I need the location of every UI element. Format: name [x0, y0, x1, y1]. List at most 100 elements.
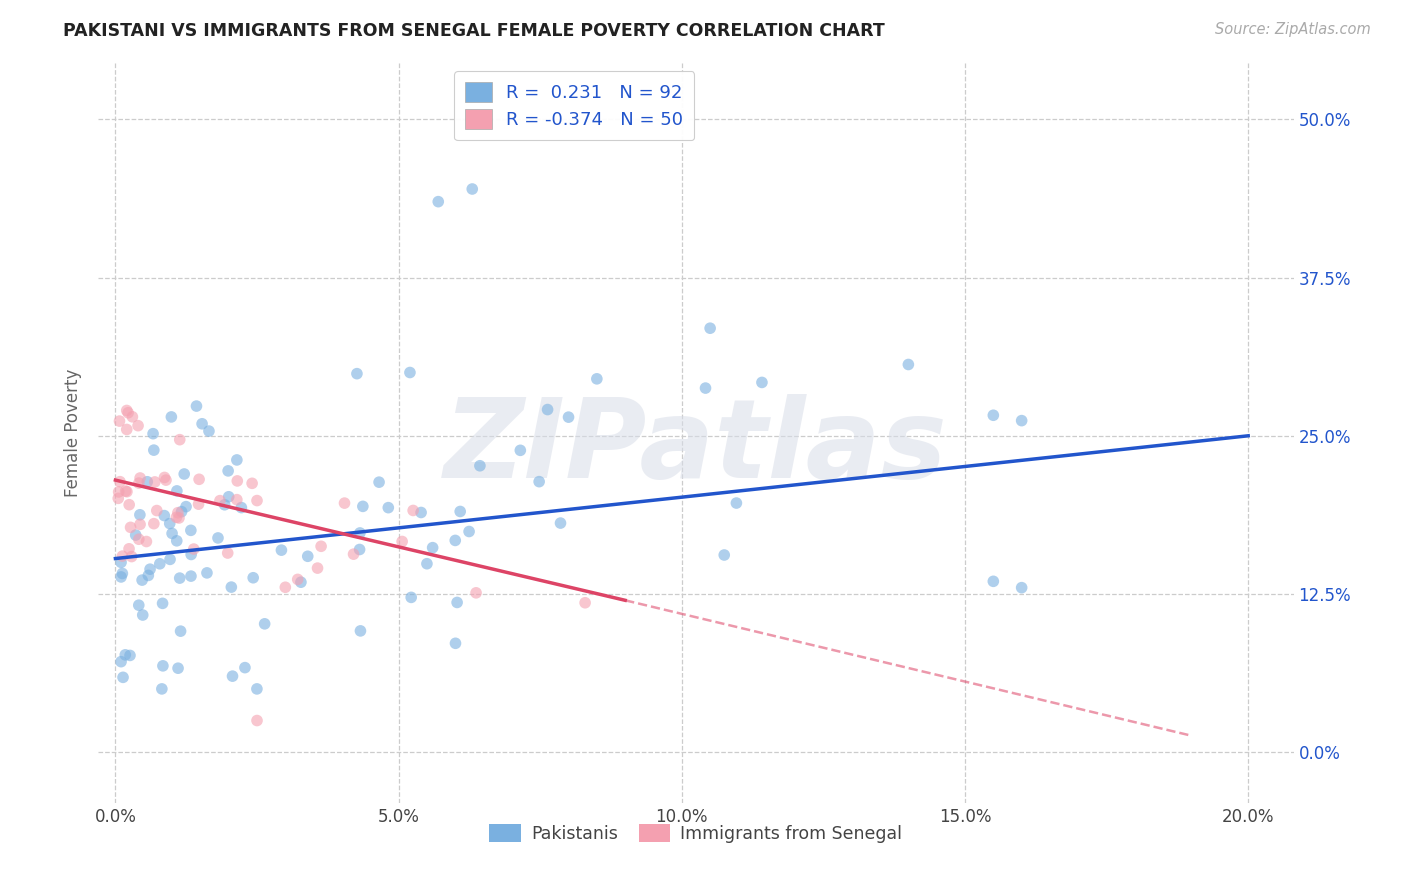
Point	[128, 508, 150, 522]
Point	[416, 557, 439, 571]
Point	[138, 568, 160, 582]
Point	[110, 655, 132, 669]
Point	[159, 552, 181, 566]
Point	[461, 182, 484, 196]
Point	[399, 591, 422, 605]
Text: PAKISTANI VS IMMIGRANTS FROM SENEGAL FEMALE POVERTY CORRELATION CHART: PAKISTANI VS IMMIGRANTS FROM SENEGAL FEM…	[63, 22, 884, 40]
Point	[142, 516, 165, 531]
Point	[221, 580, 243, 594]
Point	[129, 471, 152, 485]
Point	[399, 366, 422, 380]
Point	[349, 624, 371, 638]
Point	[458, 524, 481, 539]
Point	[346, 367, 368, 381]
Point	[195, 566, 218, 580]
Point	[233, 660, 256, 674]
Point	[167, 661, 190, 675]
Point	[191, 417, 214, 431]
Point	[225, 453, 247, 467]
Point	[114, 648, 136, 662]
Point	[132, 607, 155, 622]
Point	[180, 524, 202, 538]
Point	[121, 549, 143, 564]
Point	[159, 516, 181, 531]
Point	[221, 669, 243, 683]
Point	[128, 533, 150, 547]
Point	[427, 194, 450, 209]
Point	[114, 484, 136, 499]
Point	[165, 510, 187, 524]
Point	[152, 658, 174, 673]
Point	[115, 422, 138, 436]
Point	[183, 542, 205, 557]
Point	[214, 498, 236, 512]
Point	[118, 498, 141, 512]
Point	[125, 528, 148, 542]
Point	[309, 539, 332, 553]
Point	[699, 321, 721, 335]
Point	[120, 520, 142, 534]
Point	[446, 595, 468, 609]
Point	[253, 616, 276, 631]
Point	[180, 548, 202, 562]
Point	[444, 533, 467, 548]
Point	[981, 409, 1004, 423]
Point	[527, 475, 550, 489]
Point	[129, 517, 152, 532]
Point	[342, 547, 364, 561]
Point	[146, 503, 169, 517]
Point	[231, 500, 253, 515]
Point	[188, 472, 211, 486]
Point	[217, 546, 239, 560]
Point	[117, 406, 139, 420]
Point	[297, 549, 319, 564]
Point	[180, 569, 202, 583]
Point	[225, 492, 247, 507]
Point	[187, 497, 209, 511]
Point	[246, 493, 269, 508]
Point	[128, 476, 150, 491]
Point	[169, 571, 191, 585]
Point	[377, 500, 399, 515]
Point	[118, 541, 141, 556]
Point	[155, 473, 177, 487]
Point	[170, 505, 193, 519]
Point	[1011, 414, 1033, 428]
Point	[160, 409, 183, 424]
Point	[242, 571, 264, 585]
Text: ZIPatlas: ZIPatlas	[444, 394, 948, 501]
Point	[174, 500, 197, 514]
Point	[128, 598, 150, 612]
Point	[240, 476, 263, 491]
Point	[449, 504, 471, 518]
Point	[208, 493, 231, 508]
Point	[557, 410, 579, 425]
Point	[152, 596, 174, 610]
Point	[167, 511, 190, 525]
Y-axis label: Female Poverty: Female Poverty	[65, 368, 83, 497]
Point	[246, 681, 269, 696]
Point	[186, 399, 208, 413]
Point	[110, 570, 132, 584]
Text: Source: ZipAtlas.com: Source: ZipAtlas.com	[1215, 22, 1371, 37]
Point	[586, 372, 609, 386]
Point	[422, 541, 444, 555]
Point	[349, 542, 371, 557]
Point	[166, 483, 188, 498]
Point	[246, 714, 269, 728]
Point	[198, 424, 221, 438]
Point	[218, 490, 240, 504]
Point	[169, 433, 191, 447]
Point	[725, 496, 748, 510]
Point	[166, 533, 188, 548]
Point	[290, 575, 312, 590]
Point	[142, 443, 165, 458]
Point	[468, 458, 491, 473]
Point	[217, 464, 239, 478]
Point	[226, 474, 249, 488]
Point	[107, 484, 129, 499]
Point	[536, 402, 558, 417]
Point	[115, 484, 138, 499]
Point	[695, 381, 717, 395]
Point	[108, 475, 131, 489]
